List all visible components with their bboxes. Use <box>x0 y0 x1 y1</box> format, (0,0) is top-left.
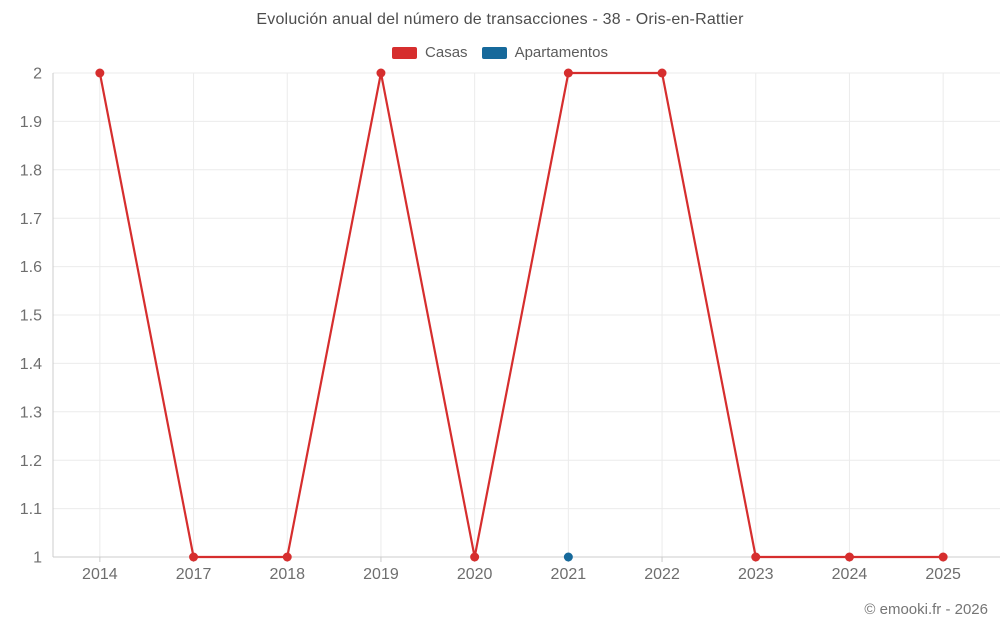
x-axis-label: 2025 <box>925 566 961 583</box>
x-axis-label: 2022 <box>644 566 680 583</box>
x-axis-label: 2017 <box>176 566 212 583</box>
x-axis-label: 2020 <box>457 566 493 583</box>
x-axis-label: 2014 <box>82 566 118 583</box>
y-axis-label: 1.8 <box>20 162 42 179</box>
y-axis-label: 1.3 <box>20 404 42 421</box>
casas-swatch-icon <box>392 46 418 59</box>
x-axis-label: 2018 <box>269 566 305 583</box>
chart-title: Evolución anual del número de transaccio… <box>256 11 744 28</box>
apartamentos-swatch-icon <box>481 46 507 59</box>
data-point-casas-2022[interactable] <box>657 68 667 78</box>
data-point-casas-2023[interactable] <box>751 552 761 562</box>
x-axis-label: 2023 <box>738 566 774 583</box>
legend-label-casas: Casas <box>425 44 468 61</box>
data-point-casas-2019[interactable] <box>376 68 386 78</box>
data-point-casas-2025[interactable] <box>938 552 948 562</box>
data-point-casas-2014[interactable] <box>95 68 105 78</box>
chart-legend: Casas Apartamentos <box>0 44 1000 61</box>
x-axis-label: 2019 <box>363 566 399 583</box>
data-point-casas-2021[interactable] <box>563 68 573 78</box>
data-point-casas-2017[interactable] <box>189 552 199 562</box>
chart-footer-credit: © emooki.fr - 2026 <box>864 601 988 618</box>
x-axis-label: 2021 <box>551 566 587 583</box>
y-axis-label: 2 <box>33 66 42 83</box>
y-axis-label: 1.1 <box>20 501 42 518</box>
data-point-casas-2020[interactable] <box>470 552 480 562</box>
data-point-casas-2018[interactable] <box>282 552 292 562</box>
data-point-casas-2024[interactable] <box>844 552 854 562</box>
y-axis-label: 1.2 <box>20 453 42 470</box>
casas-line <box>98 71 945 559</box>
legend-label-apartamentos: Apartamentos <box>514 44 608 61</box>
y-axis-label: 1.9 <box>20 114 42 131</box>
legend-item-casas[interactable]: Casas <box>392 44 468 61</box>
legend-item-apartamentos[interactable]: Apartamentos <box>481 44 608 61</box>
y-axis-label: 1.4 <box>20 356 42 373</box>
y-axis-label: 1 <box>33 550 42 567</box>
x-axis-label: 2024 <box>832 566 868 583</box>
y-axis-label: 1.7 <box>20 211 42 228</box>
y-axis-label: 1.6 <box>20 259 42 276</box>
y-axis-label: 1.5 <box>20 308 42 325</box>
data-point-apartamentos-2021[interactable] <box>563 552 573 562</box>
